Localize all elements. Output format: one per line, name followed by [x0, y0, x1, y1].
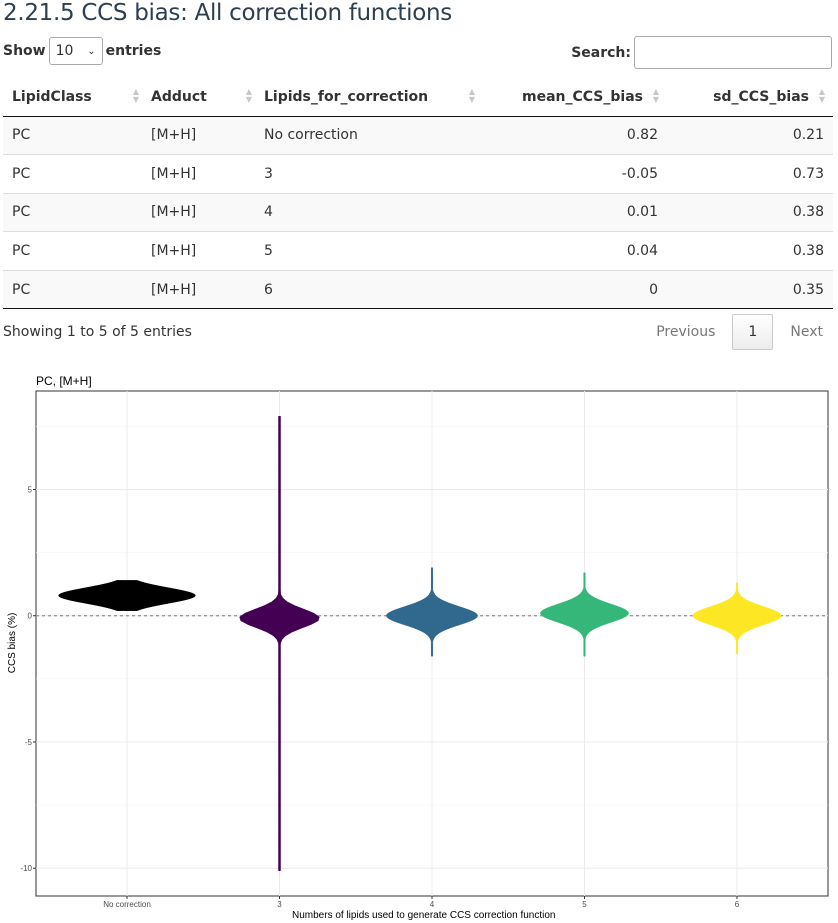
cell-adduct: [M+H] [142, 154, 255, 194]
sort-icon: ▲ ▼ [652, 87, 659, 104]
cell-sd-ccs-bias: 0.73 [667, 154, 833, 194]
cell-lipids-for-correction: 5 [255, 231, 478, 271]
column-header-lipidclass[interactable]: LipidClass ▲ ▼ [3, 78, 142, 117]
violins [58, 416, 782, 871]
y-tick-label: -10 [20, 864, 32, 873]
cell-lipidclass: PC [3, 192, 142, 232]
sort-icon: ▲ ▼ [245, 87, 252, 104]
chevron-down-icon: ⌄ [87, 45, 96, 57]
column-header-sd-ccs-bias[interactable]: sd_CCS_bias ▲ ▼ [667, 78, 833, 117]
x-tick-label: 6 [735, 900, 740, 909]
column-label: Adduct [151, 88, 207, 105]
x-axis-label: Numbers of lipids used to generate CCS c… [292, 910, 555, 921]
sort-icon: ▲ ▼ [132, 87, 139, 104]
x-tick-label: 4 [430, 900, 435, 909]
cell-adduct: [M+H] [142, 231, 255, 271]
cell-lipidclass: PC [3, 154, 142, 194]
cell-sd-ccs-bias: 0.21 [667, 115, 833, 155]
column-label: LipidClass [12, 88, 92, 105]
cell-lipidclass: PC [3, 231, 142, 271]
violin-5 [540, 572, 629, 657]
ccs-bias-violin-chart: PC, [M+H] 5 0 -5 -10 No correction 3 4 5 6 Numb… [7, 374, 829, 921]
search-input[interactable] [634, 36, 832, 69]
column-header-lipids-for-correction[interactable]: Lipids_for_correction ▲ ▼ [255, 78, 478, 117]
entries-per-page-value: 10 [55, 43, 74, 59]
sort-icon: ▲ ▼ [818, 87, 825, 104]
table-row: PC [M+H] 4 0.01 0.38 [3, 192, 833, 232]
page-1-button[interactable]: 1 [732, 314, 774, 350]
table-header-row: LipidClass ▲ ▼ Adduct ▲ ▼ Lipids_for_corre… [3, 78, 833, 117]
y-axis-ticks: 5 0 -5 -10 [20, 485, 36, 873]
page-title: 2.21.5 CCS bias: All correction function… [3, 0, 452, 26]
cell-mean-ccs-bias: -0.05 [478, 154, 667, 194]
cell-sd-ccs-bias: 0.35 [667, 269, 833, 310]
entries-label: entries [105, 43, 162, 59]
cell-adduct: [M+H] [142, 115, 255, 155]
table-info: Showing 1 to 5 of 5 entries [3, 324, 192, 340]
cell-adduct: [M+H] [142, 269, 255, 310]
previous-button[interactable]: Previous [656, 324, 716, 340]
x-tick-label: No correction [103, 900, 151, 909]
violin-4 [386, 567, 478, 657]
cell-adduct: [M+H] [142, 192, 255, 232]
cell-sd-ccs-bias: 0.38 [667, 231, 833, 271]
cell-lipidclass: PC [3, 115, 142, 155]
column-header-mean-ccs-bias[interactable]: mean_CCS_bias ▲ ▼ [478, 78, 667, 117]
entries-per-page-select[interactable]: 10 ⌄ [48, 37, 103, 65]
cell-sd-ccs-bias: 0.38 [667, 192, 833, 232]
cell-lipids-for-correction: No correction [255, 115, 478, 155]
column-label: sd_CCS_bias [713, 88, 809, 105]
search-control: Search: [571, 36, 832, 69]
cell-lipidclass: PC [3, 269, 142, 310]
show-label: Show [3, 43, 46, 59]
cell-mean-ccs-bias: 0.04 [478, 231, 667, 271]
table-row: PC [M+H] 3 -0.05 0.73 [3, 154, 833, 194]
y-tick-label: -5 [25, 738, 33, 747]
pagination: Previous 1 Next [646, 314, 833, 350]
column-header-adduct[interactable]: Adduct ▲ ▼ [142, 78, 255, 117]
y-axis-label: CCS bias (%) [7, 613, 18, 674]
cell-mean-ccs-bias: 0.01 [478, 192, 667, 232]
cell-lipids-for-correction: 3 [255, 154, 478, 194]
search-label: Search: [571, 44, 631, 61]
table-row: PC [M+H] 6 0 0.35 [3, 269, 833, 310]
cell-mean-ccs-bias: 0 [478, 269, 667, 310]
y-tick-label: 0 [28, 612, 33, 621]
table-row: PC [M+H] 5 0.04 0.38 [3, 231, 833, 271]
cell-mean-ccs-bias: 0.82 [478, 115, 667, 155]
cell-lipids-for-correction: 4 [255, 192, 478, 232]
entries-length-control: Show 10 ⌄ entries [3, 37, 161, 65]
chart-title: PC, [M+H] [36, 374, 92, 388]
y-tick-label: 5 [28, 485, 33, 494]
violin-3 [239, 416, 320, 871]
table-row: PC [M+H] No correction 0.82 0.21 [3, 115, 833, 155]
column-label: Lipids_for_correction [264, 88, 429, 105]
x-axis-ticks: No correction 3 4 5 6 [103, 896, 740, 909]
violin-no-correction [58, 580, 196, 611]
sort-icon: ▲ ▼ [468, 87, 475, 104]
violin-6 [692, 582, 782, 654]
column-label: mean_CCS_bias [522, 88, 643, 105]
data-table: LipidClass ▲ ▼ Adduct ▲ ▼ Lipids_for_corre… [3, 78, 833, 310]
next-button[interactable]: Next [790, 324, 823, 340]
x-tick-label: 5 [582, 900, 587, 909]
x-tick-label: 3 [277, 900, 282, 909]
cell-lipids-for-correction: 6 [255, 269, 478, 310]
